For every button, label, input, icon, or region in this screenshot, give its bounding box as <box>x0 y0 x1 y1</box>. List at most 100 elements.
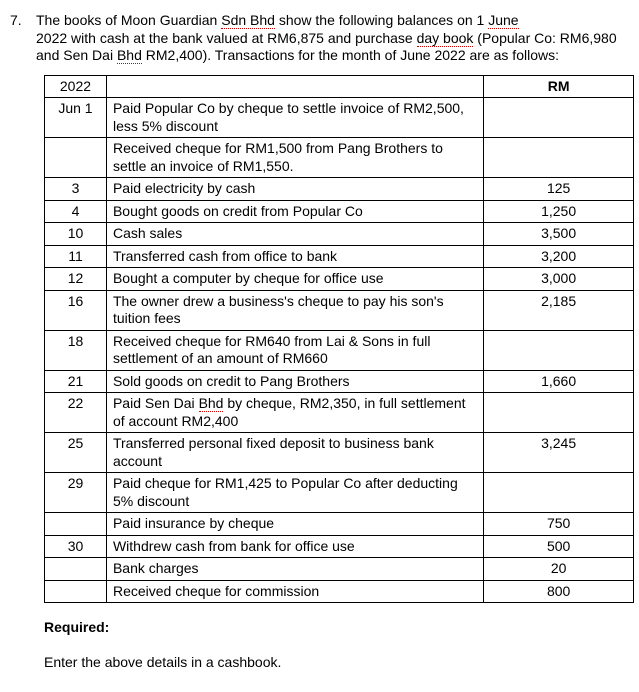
question-block: 7. The books of Moon Guardian Sdn Bhd sh… <box>10 12 629 672</box>
cell-rm: 20 <box>484 558 634 581</box>
cell-rm: 3,200 <box>484 245 634 268</box>
table-row: 18Received cheque for RM640 from Lai & S… <box>45 330 634 370</box>
table-row: 3Paid electricity by cash125 <box>45 178 634 201</box>
table-row: 10 Cash sales 3,500 <box>45 223 634 246</box>
cell-description: Paid Popular Co by cheque to settle invo… <box>106 98 483 138</box>
table-header-row: 2022 RM <box>45 75 634 98</box>
cell-description: Sold goods on credit to Pang Brothers <box>106 370 483 393</box>
desc-text: Bank charges <box>113 560 199 576</box>
desc-text: Received cheque for commission <box>113 583 319 599</box>
col-header-desc <box>106 75 483 98</box>
cell-description: Paid Sen Dai Bhd by cheque, RM2,350, in … <box>106 393 483 433</box>
table-row: 29Paid cheque for RM1,425 to Popular Co … <box>45 473 634 513</box>
cell-description: Bought goods on credit from Popular Co <box>106 200 483 223</box>
cell-description: Received cheque for RM1,500 from Pang Br… <box>106 138 483 178</box>
intro-text: The books of Moon Guardian <box>36 12 221 28</box>
cell-date: 25 <box>45 433 107 473</box>
cell-date: 29 <box>45 473 107 513</box>
desc-text: Paid Sen Dai <box>113 395 199 411</box>
intro-underline: Sdn Bhd <box>221 12 275 29</box>
desc-text: Paid insurance by cheque <box>113 515 274 531</box>
desc-text: Cash sales <box>113 225 182 241</box>
cell-rm <box>484 473 634 513</box>
table-row: 25Transferred personal fixed deposit to … <box>45 433 634 473</box>
desc-text: Sold goods on credit to Pang Brothers <box>113 373 350 389</box>
cell-rm: 3,500 <box>484 223 634 246</box>
table-row: 16The owner drew a business's cheque to … <box>45 290 634 330</box>
desc-text: Received cheque for RM640 from Lai & Son… <box>113 333 431 367</box>
cell-date: Jun 1 <box>45 98 107 138</box>
cell-rm <box>484 393 634 433</box>
desc-text: Bought a computer by cheque for office u… <box>113 270 384 286</box>
intro-underline: Bhd <box>117 47 142 64</box>
cell-date: 3 <box>45 178 107 201</box>
cell-date <box>45 580 107 603</box>
table-row: 22Paid Sen Dai Bhd by cheque, RM2,350, i… <box>45 393 634 433</box>
desc-text: Paid cheque for RM1,425 to Popular Co af… <box>113 475 458 509</box>
table-row: 4 Bought goods on credit from Popular Co 1… <box>45 200 634 223</box>
desc-text: Bought goods on credit from Popular Co <box>113 203 363 219</box>
intro-text: (Popular Co: RM6,980 <box>473 30 616 46</box>
intro-text: RM2,400). Transactions for the month of … <box>142 47 559 63</box>
table-row: 30 Withdrew cash from bank for office use… <box>45 535 634 558</box>
table-row: Jun 1Paid Popular Co by cheque to settle… <box>45 98 634 138</box>
intro-underline: June <box>488 12 518 29</box>
intro-text: 2022 with cash at the bank valued at RM6… <box>36 30 417 46</box>
question-body: The books of Moon Guardian Sdn Bhd show … <box>36 12 634 672</box>
table-row: Bank charges 20 <box>45 558 634 581</box>
cell-date: 18 <box>45 330 107 370</box>
cell-description: Received cheque for RM640 from Lai & Son… <box>106 330 483 370</box>
table-row: Paid insurance by cheque 750 <box>45 513 634 536</box>
cell-date: 4 <box>45 200 107 223</box>
col-header-rm: RM <box>484 75 634 98</box>
cell-rm: 750 <box>484 513 634 536</box>
intro-text: and Sen Dai <box>36 47 117 63</box>
required-text: Enter the above details in a cashbook. <box>44 654 281 670</box>
table-row: 12 Bought a computer by cheque for office… <box>45 268 634 291</box>
cell-rm: 3,000 <box>484 268 634 291</box>
table-row: 21Sold goods on credit to Pang Brothers1… <box>45 370 634 393</box>
cell-description: Paid electricity by cash <box>106 178 483 201</box>
desc-text: Paid electricity by cash <box>113 180 255 196</box>
cell-date: 10 <box>45 223 107 246</box>
table-body: Jun 1Paid Popular Co by cheque to settle… <box>45 98 634 603</box>
intro-text: show the following balances on 1 <box>275 12 488 28</box>
cell-date: 30 <box>45 535 107 558</box>
cell-date: 12 <box>45 268 107 291</box>
cell-date: 22 <box>45 393 107 433</box>
table-row: 11 Transferred cash from office to bank 3,… <box>45 245 634 268</box>
cell-description: Cash sales <box>106 223 483 246</box>
table-row: Received cheque for commission800 <box>45 580 634 603</box>
table-row: Received cheque for RM1,500 from Pang Br… <box>45 138 634 178</box>
desc-underline: Bhd <box>199 395 224 412</box>
cell-rm: 3,245 <box>484 433 634 473</box>
desc-text: Received cheque for RM1,500 from Pang Br… <box>113 140 443 174</box>
cell-date: 11 <box>45 245 107 268</box>
cell-rm: 1,250 <box>484 200 634 223</box>
desc-text: Transferred cash from office to bank <box>113 248 337 264</box>
cell-description: Bank charges <box>106 558 483 581</box>
cell-description: Withdrew cash from bank for office use <box>106 535 483 558</box>
cell-date <box>45 558 107 581</box>
required-block: Required: Enter the above details in a c… <box>44 619 634 672</box>
required-label: Required: <box>44 619 109 635</box>
question-number: 7. <box>10 12 36 672</box>
cell-description: Transferred cash from office to bank <box>106 245 483 268</box>
desc-text: The owner drew a business's cheque to pa… <box>113 293 444 327</box>
cell-date: 16 <box>45 290 107 330</box>
desc-text: Withdrew cash from bank for office use <box>113 538 355 554</box>
intro-underline: day book <box>417 30 474 47</box>
cell-rm <box>484 98 634 138</box>
col-header-year: 2022 <box>45 75 107 98</box>
cell-rm <box>484 138 634 178</box>
cell-rm: 2,185 <box>484 290 634 330</box>
cell-date <box>45 513 107 536</box>
cell-date <box>45 138 107 178</box>
cell-description: Paid cheque for RM1,425 to Popular Co af… <box>106 473 483 513</box>
cell-rm: 500 <box>484 535 634 558</box>
transactions-table: 2022 RM Jun 1Paid Popular Co by cheque t… <box>44 75 634 604</box>
cell-description: Transferred personal fixed deposit to bu… <box>106 433 483 473</box>
cell-description: Received cheque for commission <box>106 580 483 603</box>
cell-description: Bought a computer by cheque for office u… <box>106 268 483 291</box>
cell-rm: 1,660 <box>484 370 634 393</box>
